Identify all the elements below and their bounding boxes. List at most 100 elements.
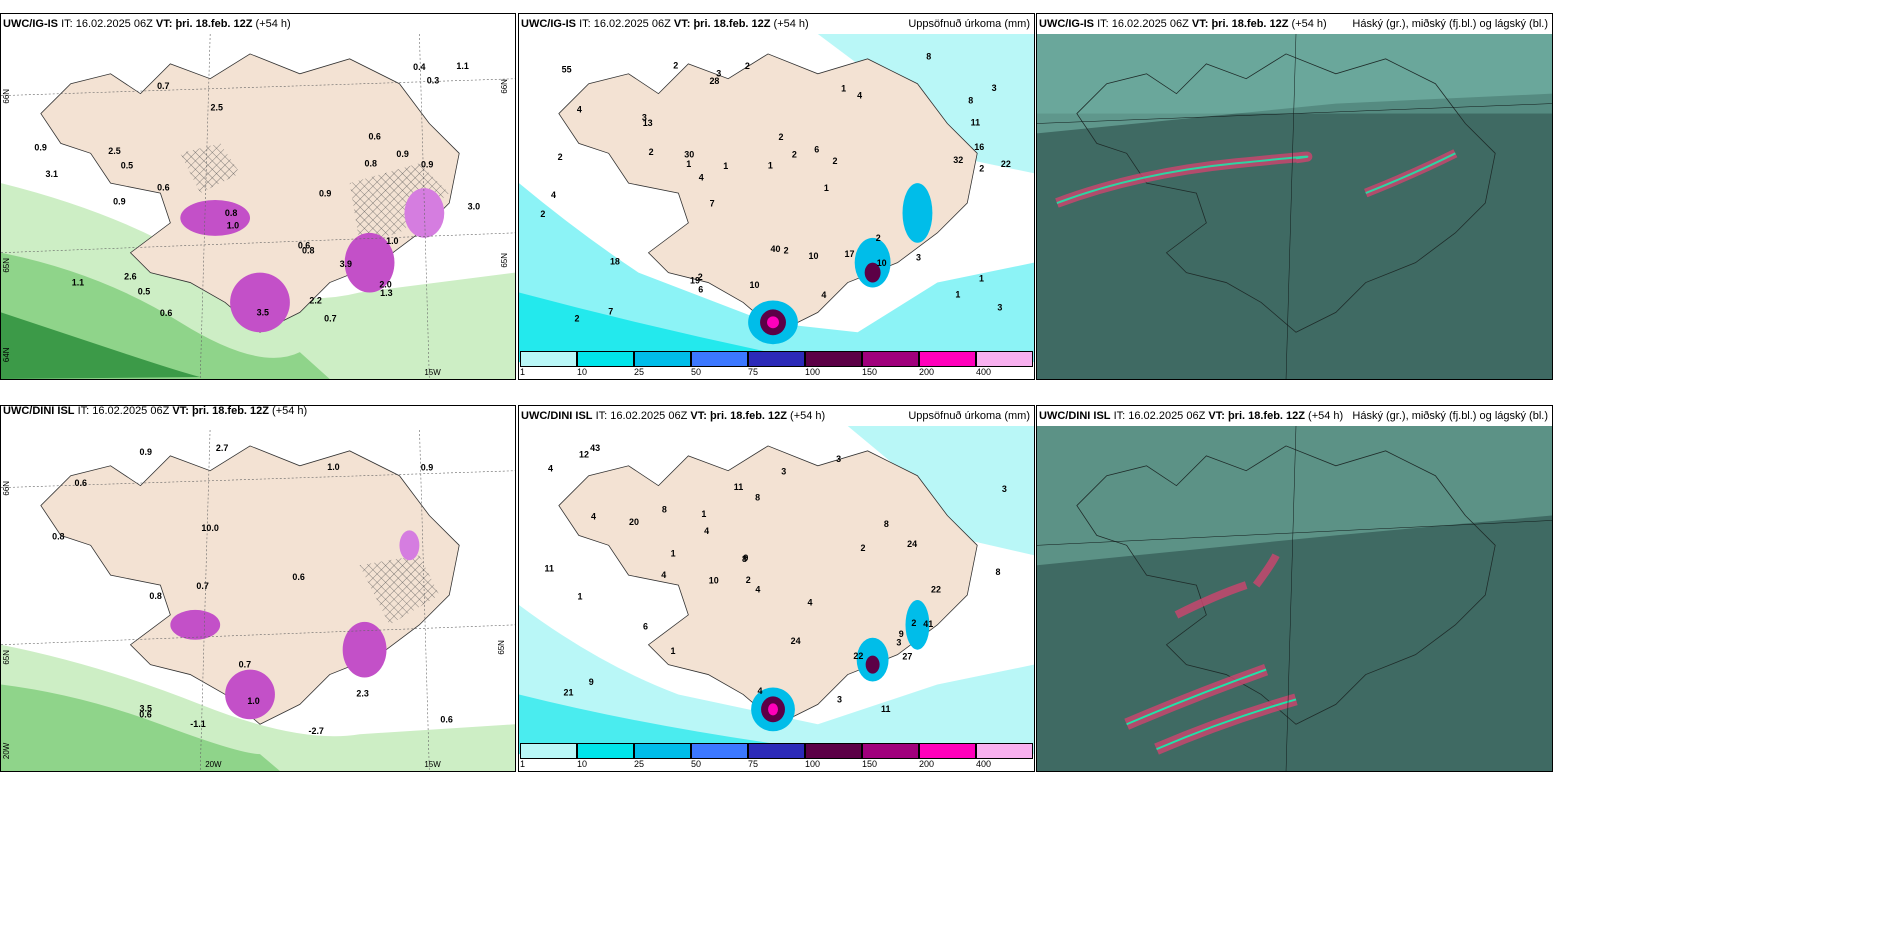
value-label: 3 [642,112,647,122]
value-label: 1.3 [380,288,392,298]
legend-swatch [919,743,976,759]
value-label: 0.9 [113,197,125,207]
lat-label: 66N [2,89,11,104]
legend-swatch [634,351,691,367]
value-label: 9 [743,553,748,563]
legend-label: 200 [919,367,935,377]
value-label: 6 [814,144,819,154]
value-label: 2 [979,163,984,173]
value-label: 2.5 [108,146,120,156]
value-label: 2 [778,132,783,142]
value-label: 13 [643,118,653,128]
legend-label: 400 [976,367,992,377]
lat-label: 64N [2,347,11,362]
lat-label: 20W [2,742,11,759]
value-label: 9 [589,677,594,687]
value-label: 43 [590,443,600,453]
value-label: 30 [684,150,694,160]
value-label: 0.7 [239,660,251,670]
value-label: 2 [784,245,789,255]
value-label: 4 [591,512,596,522]
value-label: 7 [608,307,613,317]
value-label: 2 [832,156,837,166]
value-label: 40 [771,244,781,254]
value-label: 0.4 [413,62,425,72]
value-label: 6 [643,621,648,631]
precip-legend-labels: 1 10 25 50 75 100 150 200 400 [520,367,1033,379]
value-label: 1 [955,289,960,299]
legend-label: 25 [634,367,645,377]
legend-label: 150 [862,367,878,377]
value-label: 2 [673,61,678,71]
legend-swatch [634,743,691,759]
legend-swatch [577,351,634,367]
value-label: 10 [709,575,719,585]
value-label: 4 [821,290,826,300]
value-label: 0.3 [427,75,439,85]
value-label: 2 [792,149,797,159]
value-label: 4 [577,105,582,115]
value-label: 3.0 [468,201,480,211]
legend-swatch [976,351,1033,367]
value-label: 1 [577,591,582,601]
panel-header: UWC/IG-IS IT: 16.02.2025 06Z VT: þri. 18… [519,14,1034,34]
value-label: 1.1 [72,277,84,287]
legend-swatch [805,743,862,759]
legend-label: 75 [748,367,759,377]
value-label: 20 [629,517,639,527]
precip-legend [520,743,1033,759]
value-label: 27 [902,652,912,662]
value-label: 0.9 [34,142,46,152]
value-label: 8 [755,493,760,503]
wind-map: 66N 65N 20W 65N 20W 15W -1.1 -2.7 3.5 2.3 0.… [1,426,515,771]
value-label: 0.8 [225,208,237,218]
legend-label: 25 [634,759,645,769]
panel-title: Háský (gr.), miðský (fj.bl.) og lágský (… [1352,410,1548,422]
value-label: 55 [562,65,572,75]
value-label: 10 [877,258,887,268]
value-label: 2 [745,61,750,71]
panel-header: UWC/IG-IS IT: 16.02.2025 06Z VT: þri. 18… [1037,14,1552,34]
value-label: 2.0 [379,280,391,290]
value-label: 0.5 [138,287,150,297]
value-label: 11 [881,704,890,714]
value-label: 8 [968,95,973,105]
legend-swatch [862,351,919,367]
value-label: 2.2 [309,296,321,306]
value-label: 3.5 [257,307,269,317]
value-label: 4 [755,585,760,595]
value-label: 3 [916,253,921,263]
lat-label: 65N [497,640,506,655]
legend-label: 50 [691,367,702,377]
legend-swatch [805,351,862,367]
lon-label: 20W [205,760,222,769]
panel-wind-bottom: UWC/DINI ISL IT: 16.02.2025 06Z VT: þri.… [0,405,516,772]
value-label: 10.0 [201,523,218,533]
value-label: 0.6 [440,714,452,724]
value-label: 3 [1002,484,1007,494]
legend-label: 100 [805,367,821,377]
precip-legend [520,351,1033,367]
value-label: 8 [926,51,931,61]
value-label: -1.1 [190,719,205,729]
value-label: 1 [671,549,676,559]
value-label: 1 [701,509,706,519]
panel-header: UWC/DINI ISL IT: 16.02.2025 06Z VT: þri.… [1,406,515,430]
value-label: 22 [853,651,863,661]
value-label: 24 [791,636,801,646]
value-label: 2 [860,543,865,553]
value-label: 0.8 [364,159,376,169]
value-label: 1.1 [456,61,468,71]
value-label: 4 [857,91,862,101]
value-label: 22 [1001,159,1011,169]
value-label: 3 [836,454,841,464]
legend-label: 10 [577,367,588,377]
value-label: 9 [899,629,904,639]
lat-label: 66N [500,79,509,94]
value-label: 0.5 [121,161,133,171]
legend-swatch [577,743,634,759]
value-label: 2.6 [124,271,136,281]
value-label: 10 [808,251,818,261]
value-label: 1.0 [386,236,398,246]
value-label: 4 [807,597,812,607]
